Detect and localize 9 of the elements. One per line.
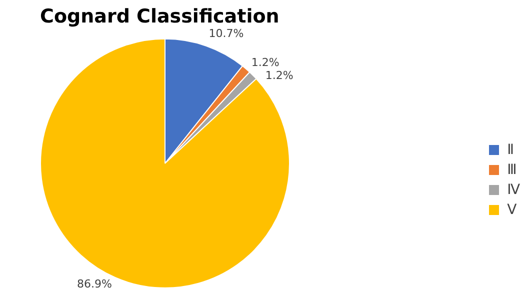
legend-label: Ⅴ [507,202,517,218]
legend-label: Ⅱ [507,142,514,158]
data-label: 1.2% [265,68,294,82]
data-label: 86.9% [77,278,112,291]
legend-label: Ⅲ [507,162,517,178]
chart-title: Cognard Classification [40,5,280,28]
legend-label: Ⅳ [507,182,520,198]
data-label: 1.2% [251,56,280,69]
data-label: 10.7% [208,27,244,40]
